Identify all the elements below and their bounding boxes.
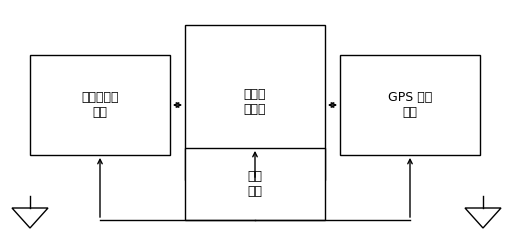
- Bar: [185, 25, 325, 180]
- Bar: [185, 148, 325, 220]
- Text: 短距离通信
模块: 短距离通信 模块: [81, 91, 119, 119]
- Text: GPS 定位
模块: GPS 定位 模块: [388, 91, 432, 119]
- Text: 嵌入式
处理器: 嵌入式 处理器: [244, 88, 266, 116]
- Text: 电源
模块: 电源 模块: [247, 170, 263, 198]
- Bar: [340, 55, 480, 155]
- Bar: [30, 55, 170, 155]
